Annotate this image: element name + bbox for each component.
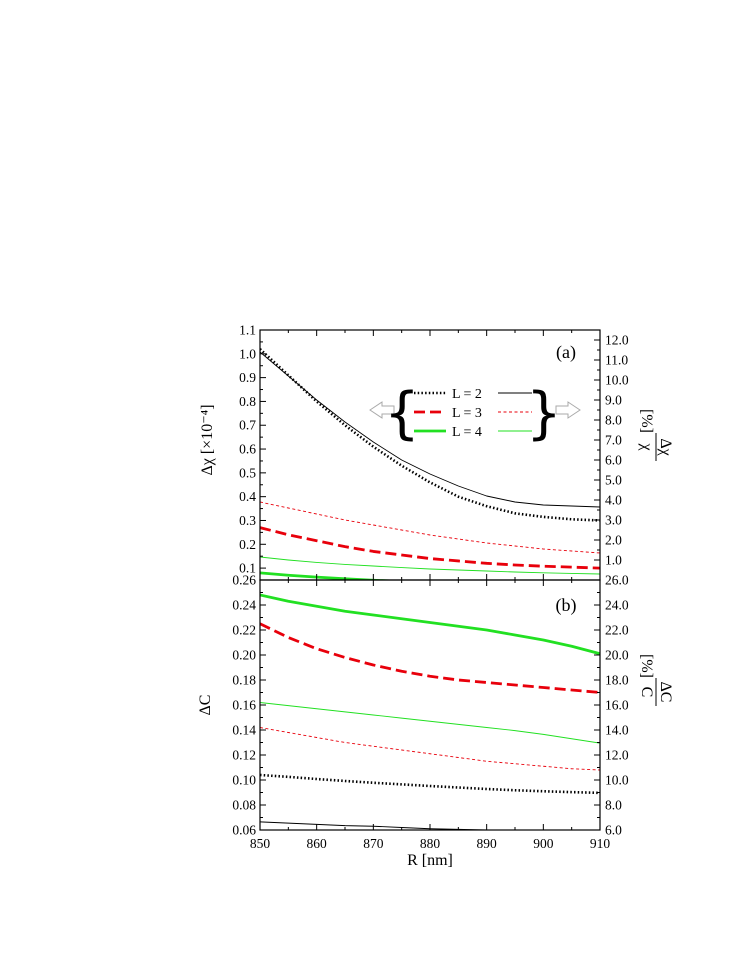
panel-a-series-l2-right: [260, 351, 600, 508]
panel-a-ylabel: Δχ [×10⁻⁴]: [199, 404, 216, 475]
legend-label-l3: L = 3: [452, 406, 482, 421]
panel-b-xlabel: R [nm]: [407, 852, 453, 869]
panel-a-label: (a): [556, 342, 576, 363]
panel-b-ylabel-right-num: ΔC: [657, 682, 674, 703]
panel-a-ytick-right-label: 12.0: [605, 333, 629, 348]
panel-b-ytick-right-label: 20.0: [605, 648, 629, 663]
panel-a-ytick-label: 0.3: [239, 513, 256, 528]
panel-b-ylabel-right-unit: [%]: [638, 654, 655, 678]
panel-b-ytick-label: 0.18: [232, 673, 256, 688]
panel-a-ytick-right-label: 5.0: [605, 473, 622, 488]
panel-a-frame: [259, 329, 601, 581]
panel-b-xtick-label: 910: [590, 836, 611, 851]
panel-a-ytick-right-label: 6.0: [605, 453, 622, 468]
panel-b-ytick-label: 0.14: [232, 723, 256, 738]
panel-a-ytick-right-label: 3.0: [605, 513, 622, 528]
panel-b-ytick-right-label: 8.0: [605, 798, 622, 813]
panel-b-ytick-label: 0.06: [232, 823, 256, 838]
panel-a-ytick-right-label: 1.0: [605, 553, 622, 568]
panel-a-ytick-right-label: 11.0: [605, 353, 628, 368]
panel-b-ytick-right-label: 24.0: [605, 598, 629, 613]
panel-a: 0.1 0.2 0.3 0.4 0.5 0.6 0.7 0.8 0.9 1.0 1.1 1.0 2.0 3…: [199, 323, 674, 581]
panel-b-label: (b): [556, 595, 577, 616]
legend-left-brace: {: [384, 381, 420, 446]
panel-a-ytick-label: 0.8: [239, 394, 256, 409]
panel-a-ytick-label: 1.1: [239, 323, 256, 338]
panel-b-frame: [259, 579, 601, 831]
panel-b-ytick-right-label: 26.0: [605, 573, 629, 588]
panel-b-ytick-right-label: 16.0: [605, 698, 629, 713]
panel-b-xtick-label: 850: [250, 836, 271, 851]
panel-b-ticks: 0.06 0.08 0.10 0.12 0.14 0.16 0.18 0.20 0.22 0.24…: [232, 573, 629, 852]
panel-a-ytick-right-label: 9.0: [605, 393, 622, 408]
panel-b-ylabel-right: ΔC C [%]: [638, 654, 674, 706]
panel-b-ytick-label: 0.12: [232, 748, 256, 763]
panel-b-series-l4-right: [260, 702, 600, 744]
legend-label-l2: L = 2: [452, 387, 482, 402]
legend-right-arrow: [555, 401, 581, 419]
panel-a-ytick-label: 0.9: [239, 370, 256, 385]
panel-a-ylabel-right-num: Δχ: [657, 438, 674, 456]
panel-a-ytick-label: 0.5: [239, 465, 256, 480]
panel-a-ytick-label: 0.6: [239, 442, 256, 457]
panel-b-ylabel-right-den: C: [638, 687, 655, 698]
panel-b-xtick-label: 900: [533, 836, 554, 851]
panel-b-xtick-label: 890: [477, 836, 498, 851]
panel-a-ytick-right-label: 4.0: [605, 493, 622, 508]
panel-a-ytick-label: 0.2: [239, 537, 256, 552]
panel-b-ytick-right-label: 18.0: [605, 673, 629, 688]
legend-left-arrow: [369, 401, 395, 419]
legend: { L = 2 L = 3 L = 4 }: [369, 381, 581, 446]
panel-b-ytick-right-label: 12.0: [605, 748, 629, 763]
panel-b-xtick-label: 860: [307, 836, 328, 851]
panel-b-ytick-right-label: 14.0: [605, 723, 629, 738]
panel-b-ytick-label: 0.26: [232, 573, 256, 588]
legend-label-l4: L = 4: [452, 425, 482, 440]
panel-b-ytick-right-label: 10.0: [605, 773, 629, 788]
panel-b-series: [260, 593, 600, 830]
panel-a-ytick-label: 0.4: [239, 489, 256, 504]
panel-a-ylabel-right-den: χ: [638, 442, 655, 451]
panel-b-ytick-label: 0.24: [232, 598, 256, 613]
panel-b-ytick-label: 0.08: [232, 798, 256, 813]
panel-a-ticks: 0.1 0.2 0.3 0.4 0.5 0.6 0.7 0.8 0.9 1.0 1.1 1.0 2.0 3…: [239, 323, 629, 580]
panel-a-series-l4-right: [260, 556, 600, 575]
panel-a-ytick-label: 0.7: [239, 418, 256, 433]
panel-a-ytick-right-label: 8.0: [605, 413, 622, 428]
panel-b-ytick-label: 0.22: [232, 623, 256, 638]
panel-b-ylabel: ΔC: [197, 695, 214, 716]
panel-b-ytick-right-label: 22.0: [605, 623, 629, 638]
panel-b-ytick-label: 0.20: [232, 648, 256, 663]
panel-a-ytick-right-label: 7.0: [605, 433, 622, 448]
panel-a-ytick-right-label: 2.0: [605, 533, 622, 548]
panel-b-ytick-label: 0.16: [232, 698, 256, 713]
panel-a-ytick-label: 0.1: [239, 561, 256, 576]
panel-b-series-l4-left: [260, 593, 600, 656]
panel-b: 0.06 0.08 0.10 0.12 0.14 0.16 0.18 0.20 0.22 0.24…: [197, 573, 674, 870]
panel-a-series-l3-left: [260, 526, 600, 570]
panel-a-ytick-right-label: 10.0: [605, 373, 629, 388]
panel-b-series-l2-left: [260, 773, 600, 795]
panel-b-xtick-label: 880: [420, 836, 441, 851]
panel-b-ytick-right-label: 6.0: [605, 823, 622, 838]
panel-b-series-l3-left: [260, 622, 600, 694]
panel-a-series-l3-right: [260, 501, 600, 554]
panel-a-ylabel-right-unit: [%]: [638, 409, 655, 433]
panel-b-ytick-label: 0.10: [232, 773, 256, 788]
panel-b-series-l3-right: [260, 727, 600, 771]
panel-a-ylabel-right: Δχ χ [%]: [638, 409, 674, 461]
panel-b-xtick-label: 870: [363, 836, 384, 851]
panel-a-ytick-label: 1.0: [239, 346, 256, 361]
